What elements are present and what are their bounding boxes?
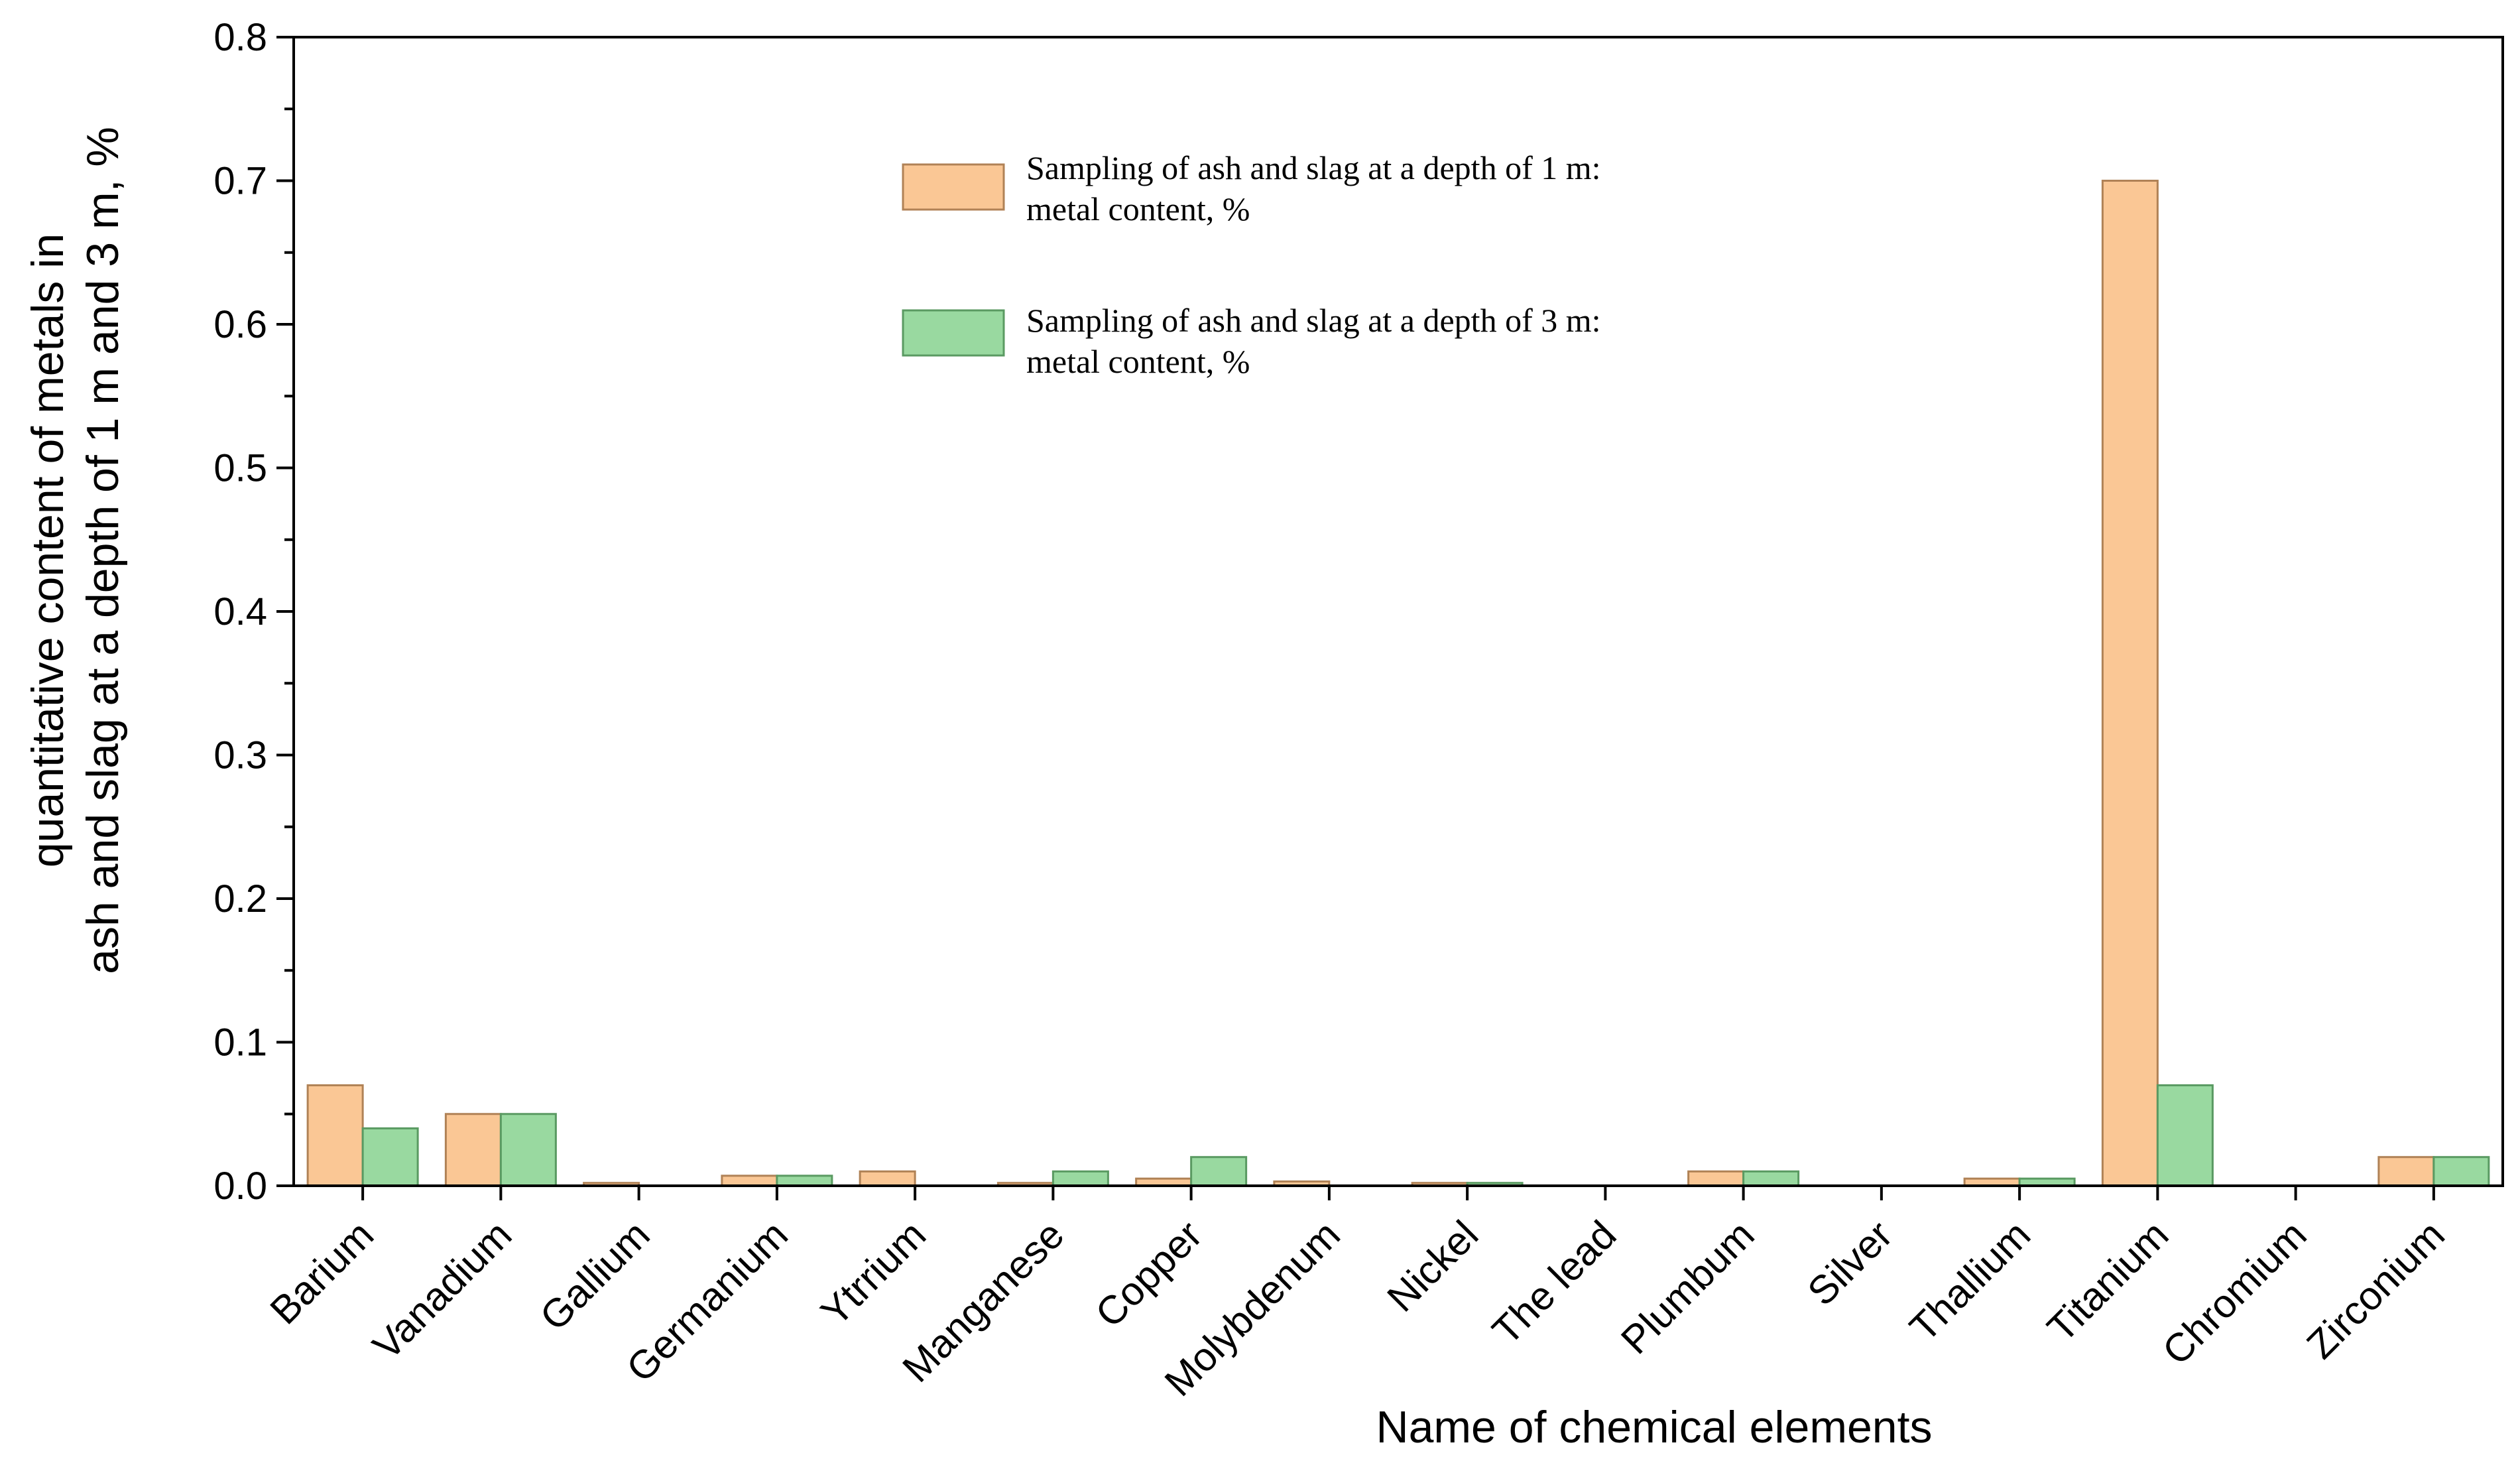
x-tick-label-silver: Silver [1799,1212,1901,1314]
x-tick-label-the-lead: The lead [1484,1212,1624,1353]
x-tick-label-vanadium: Vanadium [364,1212,520,1368]
bar-1m-germanium [721,1175,778,1187]
x-tick-label-zirconium: Zirconium [2298,1212,2453,1367]
legend-label-3m-line-1: Sampling of ash and slag at a depth of 3… [1026,302,1601,339]
bar-3m-manganese [1051,1170,1109,1187]
x-tick-label-plumbum: Plumbum [1612,1212,1763,1363]
bar-3m-zirconium [2432,1156,2490,1187]
x-tick-label-nickel: Nickel [1378,1212,1486,1320]
bar-1m-zirconium [2377,1156,2435,1187]
y-tick-label: 0.2 [213,877,267,921]
legend-label-1m-line-2: metal content, % [1026,190,1250,227]
x-tick-label-barium: Barium [262,1212,383,1333]
bar-1m-plumbum [1687,1170,1745,1187]
x-tick-label-thallium: Thallium [1901,1212,2039,1350]
y-tick-label: 0.7 [213,160,267,203]
bar-3m-germanium [776,1175,833,1187]
y-tick-label: 0.6 [213,303,267,346]
y-tick-label: 0.5 [213,447,267,490]
bar-1m-titanium [2101,180,2159,1187]
bar-3m-barium [361,1127,419,1187]
bar-3m-titanium [2156,1084,2214,1187]
y-tick-label: 0.4 [213,590,267,633]
y-axis-title-line-1: quantitative content of metals in [23,233,73,867]
x-tick-label-ytrrium: Ytrrium [812,1212,934,1334]
legend-label-1m-line-1: Sampling of ash and slag at a depth of 1… [1026,149,1601,186]
bar-3m-plumbum [1742,1170,1800,1187]
plot-frame [292,36,2504,1187]
y-tick-label: 0.1 [213,1021,267,1064]
bar-1m-vanadium [444,1113,502,1187]
legend-swatch-3m [902,309,1005,357]
x-tick-label-gallium: Gallium [532,1212,658,1339]
bar-3m-vanadium [499,1113,557,1187]
legend-label-3m-line-2: metal content, % [1026,343,1250,380]
legend: Sampling of ash and slag at a depth of 1… [902,149,1601,380]
x-tick-label-copper: Copper [1087,1212,1211,1336]
axes-layer [276,36,2504,1200]
bars-layer [306,180,2490,1187]
y-axis-title-line-2: ash and slag at a depth of 1 m and 3 m, … [78,127,128,974]
bar-3m-copper [1190,1156,1248,1187]
x-tick-label-chromium: Chromium [2154,1212,2315,1373]
x-tick-label-titanium: Titanium [2039,1212,2177,1350]
y-tick-label: 0.0 [213,1165,267,1208]
legend-swatch-1m [902,163,1005,211]
y-tick-label: 0.3 [213,734,267,777]
bar-1m-ytrrium [859,1170,916,1187]
x-axis-title: Name of chemical elements [1376,1402,1932,1452]
y-tick-label: 0.8 [213,16,267,59]
bar-1m-barium [306,1084,364,1187]
